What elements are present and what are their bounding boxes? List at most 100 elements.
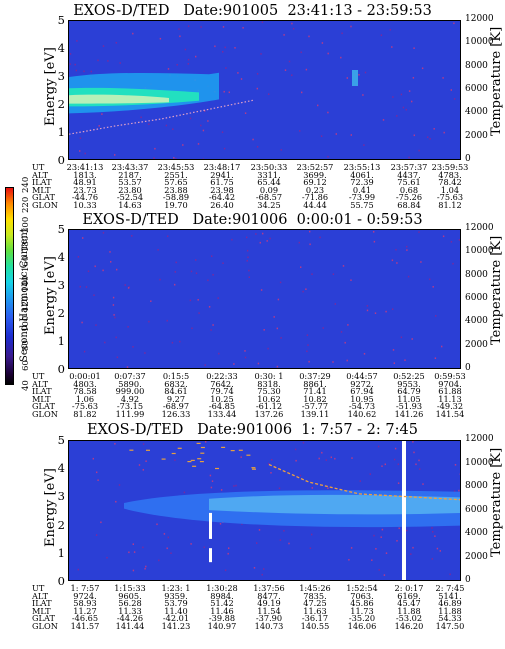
orbit-value: 23.73 [73,184,97,195]
noise-speck [397,463,399,466]
orbit-value: 0:44:57 [346,371,378,381]
orbit-value: 11.05 [397,393,421,404]
noise-speck [82,237,84,239]
orbit-value: -42.01 [162,613,190,624]
noise-speck [441,345,443,348]
noise-speck [98,125,100,127]
noise-speck [311,533,313,536]
colorbar-tick: 60 [21,360,31,372]
noise-speck [347,324,349,326]
noise-speck [199,461,204,463]
orbit-row-label: MLT [32,393,51,404]
noise-speck [392,349,395,351]
energy-tick: 4 [57,41,65,55]
noise-speck [94,265,96,268]
temperature-tick: 6000 [465,293,488,303]
noise-speck [189,117,192,120]
orbit-value: -57.77 [301,401,329,412]
noise-speck [106,556,108,559]
orbit-row: ILAT 78.58 999.00 84.61 79.74 75.30 71.41 67.94… [0,387,505,396]
orbit-value: -61.12 [255,401,283,412]
noise-speck [145,460,147,462]
noise-speck [142,469,144,471]
orbit-row-label: GLON [32,408,58,419]
noise-speck [305,288,307,290]
temperature-tick: 0 [465,154,471,164]
noise-speck [306,334,309,336]
noise-speck [190,459,195,461]
energy-tick: 1 [57,125,65,139]
orbit-value: 4803. [73,378,97,389]
orbit-value: -39.88 [208,613,236,624]
orbit-value: 11.13 [438,393,462,404]
temperature-tick: 10000 [465,246,494,257]
temperature-curve [268,463,460,501]
energy-axis-label: Energy [eV] [43,256,58,335]
noise-speck [178,28,180,30]
orbit-value: 141.54 [435,408,465,419]
energy-tick: 2 [57,517,65,532]
noise-speck [128,286,130,288]
orbit-value: 7642. [210,378,234,389]
orbit-value: 10.33 [73,199,97,210]
panel-title: EXOS-D/TED Date:901005 23:41:13 - 23:59:… [73,3,432,19]
noise-speck [79,285,81,288]
energy-tick: 0 [57,574,65,588]
energy-tick: 5 [57,433,65,447]
noise-speck [366,305,369,307]
noise-speck [420,261,422,263]
orbit-row-label: MLT [32,605,51,616]
noise-speck [81,321,83,324]
noise-speck [205,441,207,443]
orbit-row-label: ILAT [32,177,52,188]
orbit-value: 11.40 [164,605,188,616]
orbit-value: 23:48:17 [203,162,241,172]
noise-speck [184,48,187,51]
noise-speck [311,273,313,275]
noise-speck [224,46,226,49]
orbit-row: ILAT 48.91 53.57 57.65 61.75 65.44 69.12 72.39 7… [0,177,505,188]
noise-speck [276,327,278,330]
noise-speck [171,341,174,344]
noise-speck [131,235,133,237]
orbit-value: -51.93 [395,401,423,412]
noise-speck [244,350,246,352]
orbit-value: 0:37:29 [299,371,331,381]
noise-speck [212,274,214,276]
noise-speck [453,490,456,493]
noise-speck [299,474,302,477]
noise-speck [196,442,201,444]
orbit-value: 4061. [350,169,374,180]
orbit-value: -44.26 [116,613,144,624]
noise-speck [227,552,229,555]
noise-speck [241,523,243,525]
noise-speck [363,353,366,355]
noise-speck [433,128,435,130]
temperature-tick: 4000 [465,316,488,327]
orbit-row-label: ILAT [32,598,52,609]
orbit-value: -46.65 [71,613,99,624]
orbit-value: 0:30: 1 [254,371,284,381]
temperature-tick: 6000 [465,504,488,515]
noise-speck [305,68,308,71]
noise-speck [413,134,415,137]
noise-speck [159,278,161,281]
noise-speck [200,124,202,127]
noise-speck [132,569,135,572]
noise-speck [319,236,321,239]
noise-speck [110,261,112,263]
noise-speck [77,256,80,258]
noise-speck [214,45,216,48]
orbit-value: 8318. [257,378,281,389]
noise-speck [280,337,282,339]
noise-speck [220,489,223,491]
noise-speck [124,284,126,286]
noise-speck [405,108,407,111]
noise-speck [246,236,248,239]
noise-speck [211,255,213,257]
energy-tick: 2 [57,306,65,320]
noise-speck [84,152,86,155]
noise-speck [260,53,262,55]
energy-tick: 5 [57,13,65,27]
ion-band-core [209,494,460,515]
